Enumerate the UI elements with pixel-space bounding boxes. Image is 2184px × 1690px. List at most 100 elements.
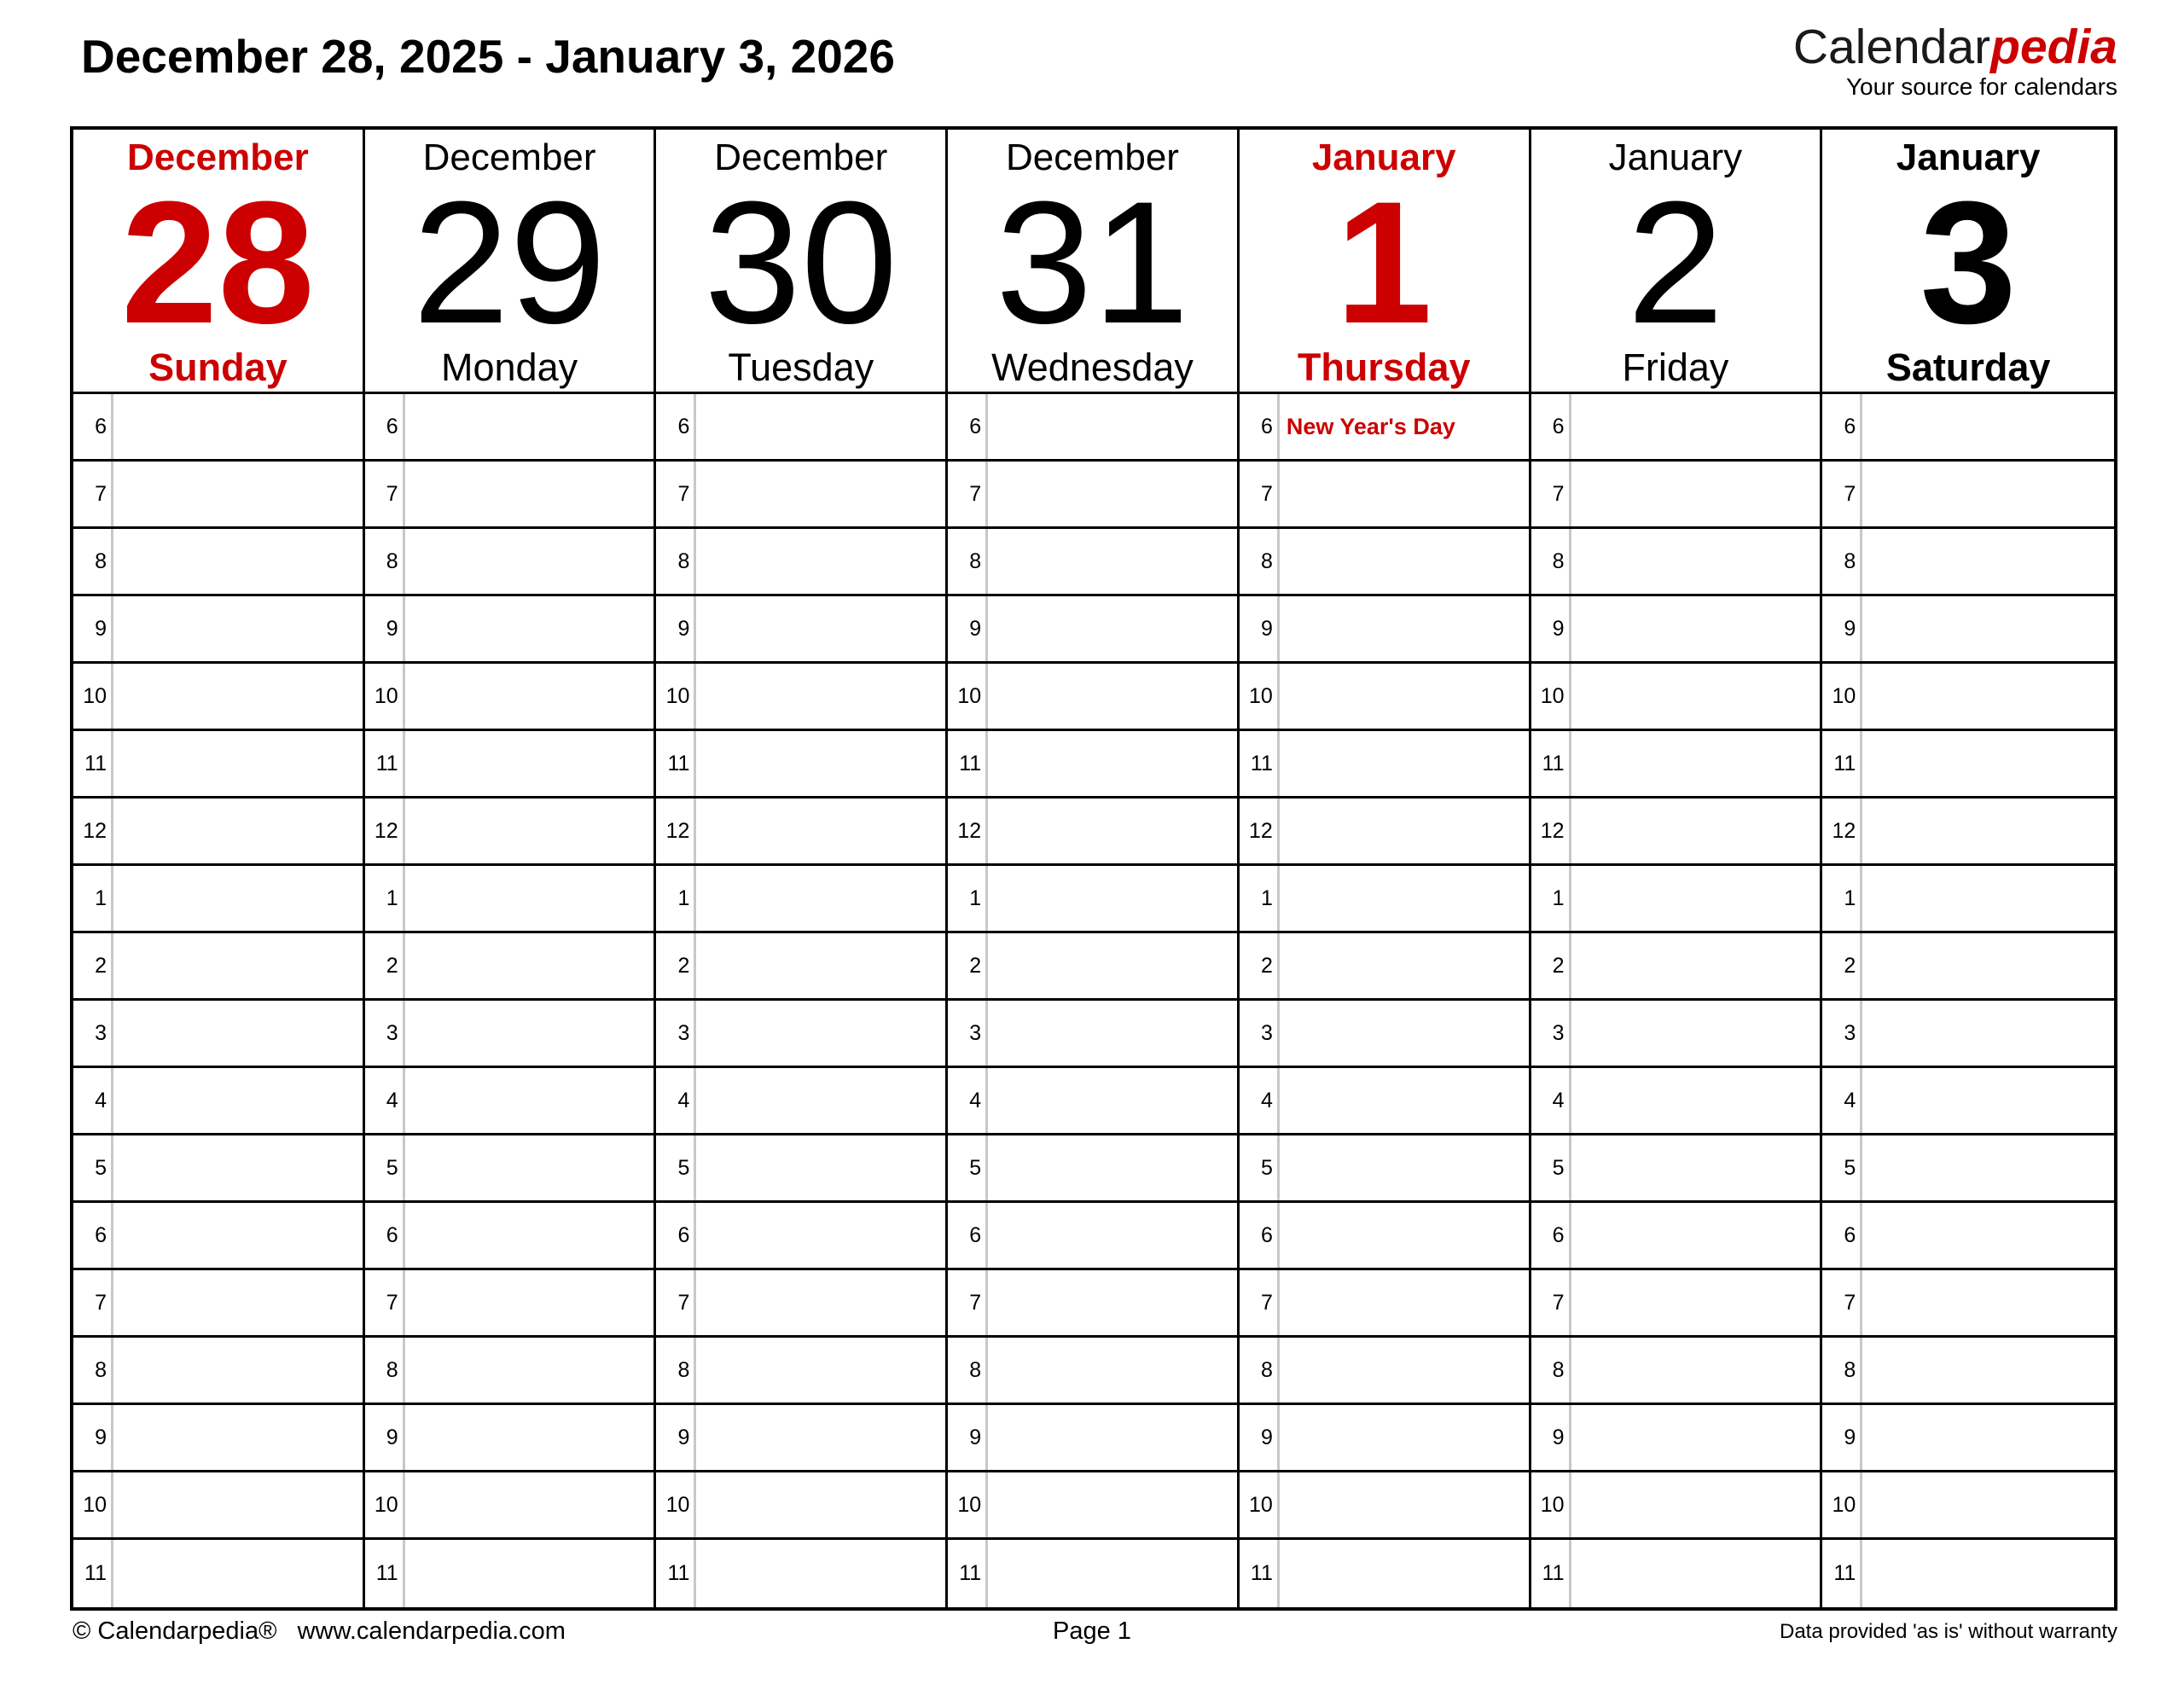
time-slot-thursday-row10: 4	[1239, 1068, 1531, 1135]
time-slot-friday-row14: 8	[1531, 1338, 1823, 1405]
hour-label: 7	[1260, 1290, 1273, 1315]
hour-label: 8	[95, 1357, 107, 1382]
hour-divider-line	[1860, 1540, 1863, 1607]
hour-divider-line	[1860, 462, 1863, 526]
hour-divider-line	[1860, 529, 1863, 594]
time-slot-saturday-row9: 3	[1822, 1001, 2114, 1068]
day-month-label: December	[714, 136, 888, 178]
hour-label: 11	[84, 751, 107, 775]
time-slot-wednesday-row7: 1	[948, 866, 1240, 933]
page-title: December 28, 2025 - January 3, 2026	[81, 30, 895, 83]
time-slot-wednesday-row11: 5	[948, 1135, 1240, 1203]
time-slot-tuesday-row6: 12	[656, 799, 949, 866]
time-slot-friday-row6: 12	[1531, 799, 1823, 866]
time-slot-saturday-row14: 8	[1822, 1338, 2114, 1405]
time-slot-saturday-row13: 7	[1822, 1270, 2114, 1338]
hour-divider-line	[1568, 664, 1571, 729]
hour-divider-line	[1276, 462, 1280, 526]
hour-label: 10	[957, 683, 982, 708]
hour-divider-line	[1860, 1068, 1863, 1133]
time-slot-wednesday-row13: 7	[948, 1270, 1240, 1338]
hour-label: 8	[969, 549, 982, 573]
hour-divider-line	[402, 731, 405, 796]
calendarpedia-logo: Calendarpedia Your source for calendars	[1793, 21, 2117, 99]
hour-divider-line	[985, 1338, 989, 1403]
hour-divider-line	[111, 1203, 113, 1268]
hour-label: 11	[1542, 751, 1565, 775]
hour-label: 10	[1249, 1492, 1273, 1517]
hour-divider-line	[402, 933, 405, 998]
hour-divider-line	[985, 1540, 989, 1607]
hour-divider-line	[1276, 1405, 1280, 1470]
time-slot-tuesday-row11: 5	[656, 1135, 949, 1203]
hour-label: 6	[95, 1222, 107, 1247]
time-slot-wednesday-row6: 12	[948, 799, 1240, 866]
hour-divider-line	[694, 799, 697, 863]
hour-divider-line	[111, 1405, 113, 1470]
hour-label: 5	[1844, 1155, 1856, 1180]
hour-label: 1	[1260, 886, 1273, 910]
hour-label: 8	[677, 549, 690, 573]
footer-copyright: © Calendarpedia® www.calendarpedia.com	[73, 1617, 566, 1645]
hour-divider-line	[694, 1472, 697, 1537]
hour-divider-line	[985, 529, 989, 594]
time-slot-friday-row8: 2	[1531, 933, 1823, 1001]
time-slot-tuesday-row9: 3	[656, 1001, 949, 1068]
hour-label: 11	[959, 751, 982, 775]
day-number: 2	[1627, 165, 1724, 360]
time-slot-monday-row13: 7	[364, 1270, 657, 1338]
hour-divider-line	[985, 1135, 989, 1200]
day-header-thursday: January 1 Thursday	[1239, 130, 1531, 394]
time-slot-friday-row12: 6	[1531, 1203, 1823, 1270]
day-weekday-label: Wednesday	[991, 346, 1194, 389]
hour-divider-line	[111, 1068, 113, 1133]
hour-label: 4	[677, 1088, 690, 1112]
time-slot-tuesday-row15: 9	[656, 1405, 949, 1472]
time-slot-sunday-row17: 11	[73, 1540, 365, 1607]
hour-divider-line	[985, 462, 989, 526]
time-slot-sunday-row10: 4	[73, 1068, 365, 1135]
hour-divider-line	[1860, 933, 1863, 998]
day-weekday-label: Tuesday	[728, 346, 874, 389]
time-slot-sunday-row8: 2	[73, 933, 365, 1001]
day-weekday-label: Saturday	[1885, 346, 2051, 389]
hour-divider-line	[694, 529, 697, 594]
hour-divider-line	[1860, 394, 1863, 459]
hour-label: 7	[1260, 481, 1273, 506]
time-slot-monday-row15: 9	[364, 1405, 657, 1472]
time-slot-sunday-row9: 3	[73, 1001, 365, 1068]
hour-divider-line	[1860, 1001, 1863, 1066]
day-header-sunday: December 28 Sunday	[73, 130, 365, 394]
hour-label: 11	[375, 751, 398, 775]
time-slot-thursday-row8: 2	[1239, 933, 1531, 1001]
hour-divider-line	[985, 933, 989, 998]
day-month-label: December	[126, 136, 309, 178]
footer-page-number: Page 1	[1053, 1617, 1131, 1645]
hour-divider-line	[1568, 1405, 1571, 1470]
hour-divider-line	[694, 462, 697, 526]
hour-label: 7	[386, 481, 398, 506]
hour-label: 10	[374, 1492, 398, 1517]
hour-divider-line	[985, 866, 989, 931]
hour-label: 10	[1249, 683, 1273, 708]
hour-label: 11	[1833, 1561, 1856, 1585]
hour-label: 6	[1552, 1222, 1565, 1247]
hour-label: 12	[957, 818, 982, 843]
hour-divider-line	[694, 1338, 697, 1403]
day-header-tuesday: December 30 Tuesday	[656, 130, 949, 394]
time-slot-wednesday-row4: 10	[948, 664, 1240, 731]
hour-label: 12	[1540, 818, 1565, 843]
day-header-saturday: January 3 Saturday	[1822, 130, 2114, 394]
day-weekday-label: Thursday	[1297, 346, 1471, 389]
time-slot-thursday-row13: 7	[1239, 1270, 1531, 1338]
hour-label: 11	[1542, 1561, 1565, 1585]
hour-label: 10	[83, 1492, 107, 1517]
hour-divider-line	[985, 1472, 989, 1537]
hour-divider-line	[402, 1001, 405, 1066]
hour-divider-line	[1568, 933, 1571, 998]
time-slot-thursday-row15: 9	[1239, 1405, 1531, 1472]
hour-label: 5	[677, 1155, 690, 1180]
hour-label: 5	[386, 1155, 398, 1180]
hour-divider-line	[694, 866, 697, 931]
